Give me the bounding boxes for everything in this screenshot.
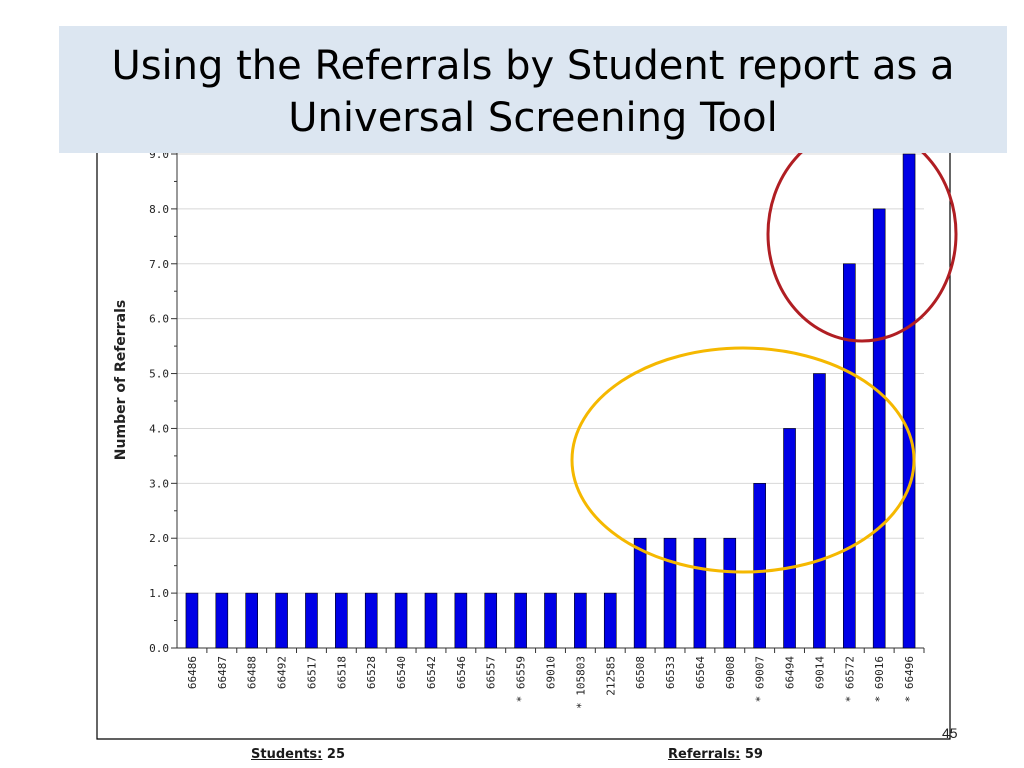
x-tick-label: * 69007: [754, 656, 767, 702]
x-tick-label: 66492: [276, 656, 289, 689]
bar: [185, 592, 199, 649]
x-tick-label: 66494: [784, 656, 797, 689]
bar: [424, 592, 438, 649]
x-tick-label: 66487: [216, 656, 229, 689]
y-tick-label: 6.0: [149, 313, 169, 326]
referrals-value: 59: [744, 747, 763, 762]
bar: [394, 592, 408, 649]
x-tick-label: 66486: [186, 656, 199, 689]
slide-number: 45: [942, 725, 958, 741]
yellow-highlight-circle: [570, 346, 916, 574]
bar: [335, 592, 348, 649]
slide-title-line-2: Universal Screening Tool: [288, 94, 778, 141]
students-count: Students: 25: [251, 747, 345, 762]
bar: [663, 537, 677, 649]
bar: [902, 153, 916, 649]
students-value: 25: [326, 747, 345, 762]
x-tick-label: * 105803: [574, 656, 587, 709]
x-tick-label: 69014: [813, 656, 826, 689]
y-tick-label: 4.0: [149, 422, 169, 435]
x-tick-label: * 69016: [873, 656, 886, 702]
y-axis-label: Number of Referrals: [113, 300, 129, 460]
bar: [215, 592, 229, 649]
y-tick-label: 5.0: [149, 368, 169, 381]
referrals-count: Referrals: 59: [668, 747, 763, 762]
referrals-label[interactable]: Referrals:: [668, 747, 741, 762]
bar: [723, 537, 737, 649]
bar: [753, 483, 766, 649]
bar: [484, 592, 498, 649]
y-tick-label: 0.0: [149, 642, 169, 655]
bar: [305, 592, 318, 649]
bar: [245, 592, 258, 649]
y-tick-label: 8.0: [149, 203, 169, 216]
x-tick-label: 66508: [634, 656, 647, 689]
bar: [275, 592, 288, 649]
x-tick-label: 69010: [545, 656, 558, 689]
bar: [813, 373, 826, 649]
bar: [783, 428, 796, 649]
x-tick-label: 66528: [365, 656, 378, 689]
bar: [364, 592, 378, 649]
slide-title-line-1: Using the Referrals by Student report as…: [111, 42, 955, 89]
x-tick-label: 66546: [455, 656, 468, 689]
x-tick-label: 212585: [604, 656, 617, 696]
bar: [514, 592, 527, 649]
x-tick-label: 66518: [335, 656, 348, 689]
red-highlight-circle: [766, 125, 958, 343]
x-tick-label: 66488: [246, 656, 259, 689]
bar: [454, 592, 468, 649]
x-tick-label: 66542: [425, 656, 438, 689]
x-tick-label: 66533: [664, 656, 677, 689]
x-tick-label: * 66572: [843, 656, 856, 702]
chart-frame: [96, 134, 951, 740]
bar: [693, 537, 707, 649]
grid-lines: [177, 153, 924, 594]
y-tick-label: 3.0: [149, 477, 169, 490]
bar: [574, 592, 587, 649]
bar: [842, 263, 856, 649]
x-tick-label: * 66559: [515, 656, 528, 702]
x-tick-label: 66557: [485, 656, 498, 689]
students-label[interactable]: Students:: [251, 747, 323, 762]
x-tick-label: 69008: [724, 656, 737, 689]
slide-title-banner: Using the Referrals by Student report as…: [59, 26, 1007, 153]
y-tick-label: 2.0: [149, 532, 169, 545]
bar: [872, 208, 886, 649]
bar: [603, 592, 617, 649]
y-tick-label: 7.0: [149, 258, 169, 271]
bar: [544, 592, 557, 649]
bars: [185, 153, 916, 649]
bar: [633, 537, 647, 649]
x-tick-label: 66564: [694, 656, 707, 689]
x-tick-label: 66517: [305, 656, 318, 689]
x-tick-label: * 66496: [903, 656, 916, 702]
y-tick-label: 1.0: [149, 587, 169, 600]
x-tick-label: 66540: [395, 656, 408, 689]
